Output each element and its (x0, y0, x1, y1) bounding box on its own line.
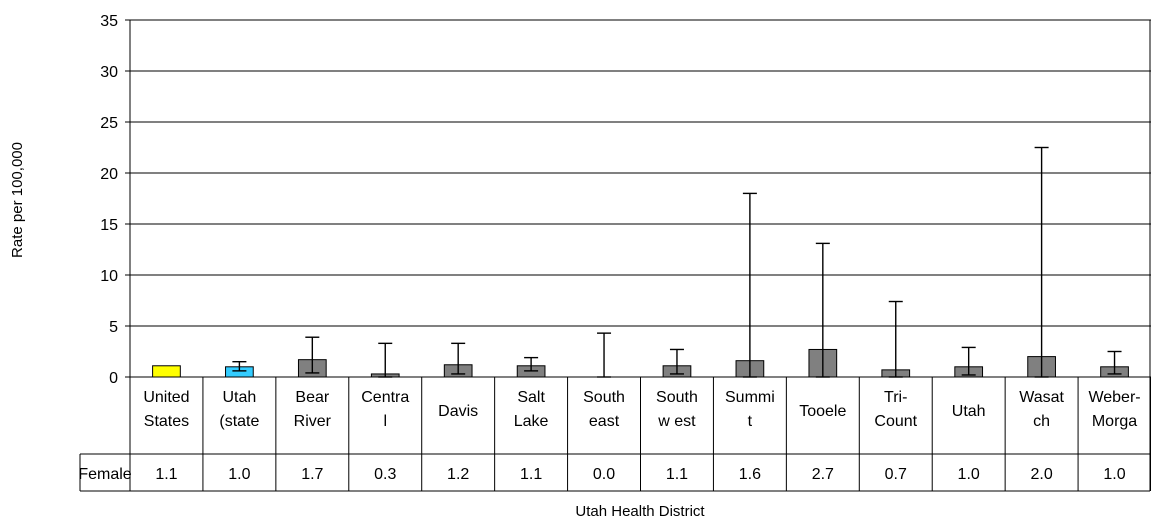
y-axis-ticks: 0 5 10 15 20 25 30 35 (100, 13, 118, 387)
category-label: Bear River (294, 389, 332, 430)
error-bars (232, 146, 1122, 378)
y-tick-label: 25 (100, 115, 118, 132)
y-tick-label: 30 (100, 64, 118, 81)
data-label: 2.7 (812, 466, 834, 483)
y-tick-label: 20 (100, 166, 118, 183)
category-label: Tri-Count (874, 389, 917, 430)
y-tick-label: 5 (109, 319, 118, 336)
category-label: South w est (656, 389, 698, 430)
y-tick-label: 15 (100, 217, 118, 234)
x-axis-label: Utah Health District (575, 503, 705, 520)
data-table: United States Utah (state Bear River Centra l Da… (78, 20, 1151, 492)
y-axis-label: Rate per 100,000 (9, 142, 26, 258)
data-label: 1.1 (155, 466, 177, 483)
category-label: Davis (438, 403, 478, 420)
data-label: 1.1 (666, 466, 688, 483)
data-label: 0.7 (885, 466, 907, 483)
data-label: 1.7 (301, 466, 323, 483)
category-label: South east (583, 389, 625, 430)
category-label: Wasat ch (1019, 389, 1064, 430)
category-label: Tooele (799, 403, 846, 420)
data-label: 1.0 (228, 466, 250, 483)
category-label: Weber-Morga (1088, 389, 1140, 430)
data-label: 1.6 (739, 466, 761, 483)
data-label: 0.3 (374, 466, 396, 483)
y-tick-label: 0 (109, 370, 118, 387)
category-label: Utah (state (219, 389, 259, 430)
gridlines (125, 19, 1151, 378)
data-label: 2.0 (1030, 466, 1052, 483)
bar (152, 365, 181, 378)
y-tick-label: 35 (100, 13, 118, 30)
category-label: United States (143, 389, 189, 430)
series-label: Female (78, 466, 131, 483)
data-label: 1.2 (447, 466, 469, 483)
category-label: Salt Lake (514, 389, 549, 430)
category-label: Centra l (361, 389, 409, 430)
category-label: Utah (952, 403, 986, 420)
y-tick-label: 10 (100, 268, 118, 285)
data-label: 1.1 (520, 466, 542, 483)
data-label: 1.0 (958, 466, 980, 483)
data-label: 0.0 (593, 466, 615, 483)
category-label: Summi t (725, 389, 775, 430)
data-label: 1.0 (1103, 466, 1125, 483)
bars (152, 348, 1129, 378)
